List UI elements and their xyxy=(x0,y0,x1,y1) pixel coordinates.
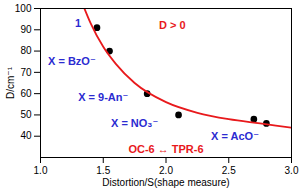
svg-text:3.0: 3.0 xyxy=(285,165,299,176)
svg-text:90: 90 xyxy=(20,24,32,35)
svg-text:1.0: 1.0 xyxy=(34,165,48,176)
svg-text:D > 0: D > 0 xyxy=(159,19,186,31)
svg-text:Distortion/S(shape measure): Distortion/S(shape measure) xyxy=(102,177,229,188)
svg-text:X = BzO⁻: X = BzO⁻ xyxy=(48,55,96,67)
svg-text:D/cm⁻¹: D/cm⁻¹ xyxy=(5,66,16,99)
svg-text:1.5: 1.5 xyxy=(96,165,110,176)
svg-text:50: 50 xyxy=(20,109,32,120)
svg-text:80: 80 xyxy=(20,45,32,56)
svg-text:100: 100 xyxy=(15,3,32,14)
svg-text:70: 70 xyxy=(20,67,32,78)
svg-text:40: 40 xyxy=(20,130,32,141)
svg-text:X = AcO⁻: X = AcO⁻ xyxy=(211,130,259,142)
svg-text:2.0: 2.0 xyxy=(159,165,173,176)
svg-text:OC-6 ↔ TPR-6: OC-6 ↔ TPR-6 xyxy=(128,143,203,155)
svg-text:2.5: 2.5 xyxy=(222,165,236,176)
svg-text:1: 1 xyxy=(75,17,81,29)
svg-text:60: 60 xyxy=(20,88,32,99)
svg-text:X = NO₃⁻: X = NO₃⁻ xyxy=(111,117,158,129)
svg-text:X = 9-An⁻: X = 9-An⁻ xyxy=(78,91,128,103)
